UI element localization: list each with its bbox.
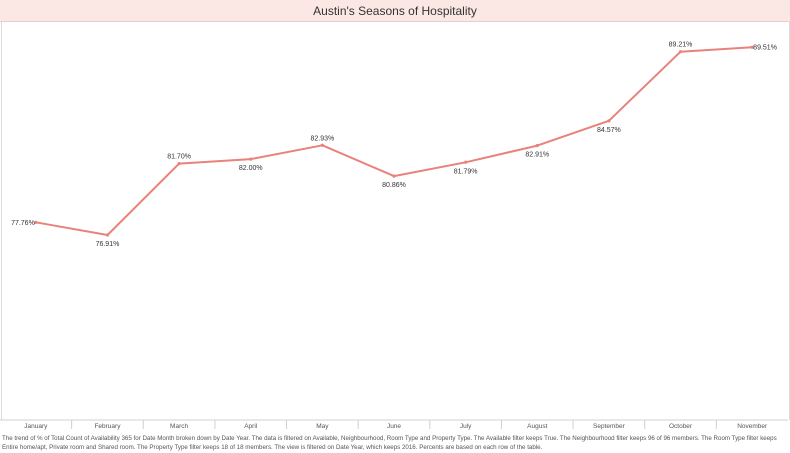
chart-title-bar: Austin's Seasons of Hospitality [0,0,790,22]
chart-title: Austin's Seasons of Hospitality [313,3,477,18]
data-point [464,160,468,164]
data-point [678,50,683,54]
data-label: 82.91% [525,152,549,159]
data-label: 76.91% [96,241,120,248]
x-tick-label: September [593,423,626,430]
x-tick-label: January [24,423,48,430]
chart-caption: The trend of % of Total Count of Availab… [2,435,777,451]
data-label: 89.51% [753,45,777,52]
x-tick-label: May [316,423,329,430]
x-tick-label: August [527,423,547,430]
data-point [750,45,754,49]
data-point [249,157,253,161]
x-tick-label: June [387,423,401,430]
data-label: 77.76% [11,220,35,227]
data-label: 80.86% [382,182,406,189]
x-tick-label: April [244,423,258,430]
data-label: 81.79% [454,168,478,175]
data-point [320,143,324,147]
data-point [535,143,539,148]
data-point [607,119,611,123]
x-tick-label: October [669,423,693,430]
series-line [34,46,754,236]
x-tick-label: July [460,423,472,430]
data-label: 89.21% [669,42,693,49]
line-chart: January February March April May June July Augu… [0,42,788,430]
x-tick-label: February [94,423,121,430]
data-point [392,174,396,178]
data-point [105,233,110,237]
data-label: 82.00% [239,165,263,172]
data-label: 82.93% [310,135,334,142]
data-label: 81.70% [167,154,191,161]
data-point [177,162,181,166]
data-label: 84.57% [597,127,621,134]
data-point [34,220,38,224]
x-tick-label: November [737,423,768,430]
x-tick-label: March [170,423,188,430]
